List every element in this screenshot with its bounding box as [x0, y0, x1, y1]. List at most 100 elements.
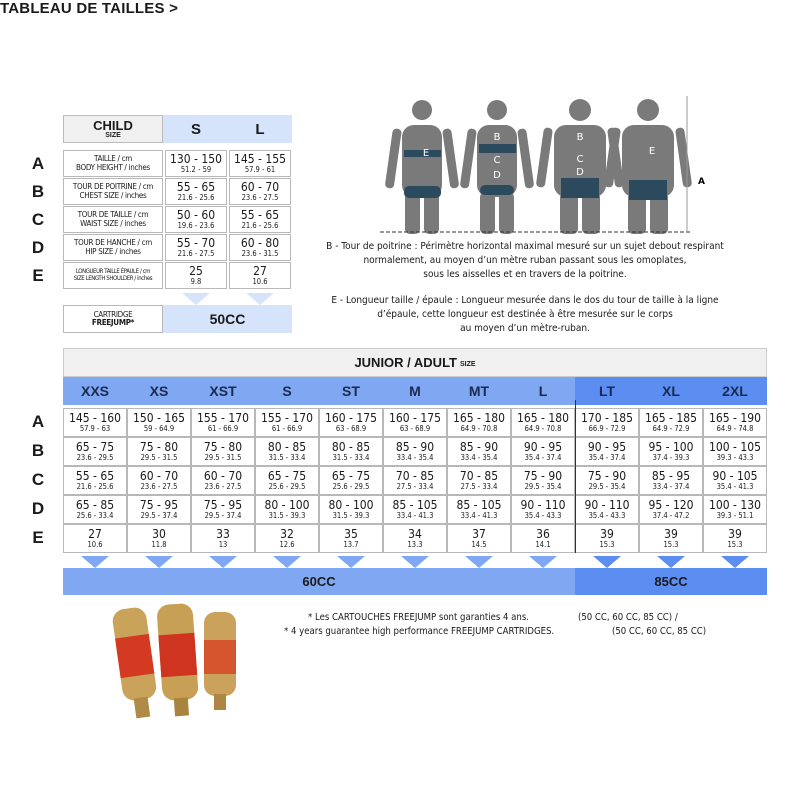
arrow-down-icon	[182, 293, 210, 305]
value-cm: 90 - 105	[712, 469, 758, 484]
chest-measurement-note: B - Tour de poitrine : Périmètre horizon…	[305, 240, 745, 282]
value-cm: 55 - 65	[240, 208, 280, 223]
value-cm: 75 - 80	[203, 440, 243, 455]
length-measurement-note: E - Longueur taille / épaule : Longueur …	[305, 294, 745, 336]
value-cell: 37 14.5	[447, 524, 511, 553]
adult-size-header: LT	[575, 377, 639, 405]
value-cm: 155 - 170	[197, 411, 249, 426]
value-inches: 15.3	[663, 539, 679, 549]
leg	[628, 192, 646, 234]
measure-label-fr: TAILLE / cm	[93, 154, 133, 164]
value-inches: 61 - 66.9	[207, 423, 239, 433]
value-inches: 37.4 - 39.3	[652, 452, 690, 462]
value-cm: 80 - 85	[331, 440, 371, 455]
cartridge-brand: FREEJUMP*	[91, 318, 135, 327]
value-cm: 150 - 165	[133, 411, 185, 426]
measure-letter: D	[493, 170, 501, 181]
value-cell: 95 - 100 37.4 - 39.3	[639, 437, 703, 466]
value-cell: 90 - 95 35.4 - 37.4	[511, 437, 575, 466]
arrow-down-icon	[401, 556, 429, 568]
value-cell: 85 - 105 33.4 - 41.3	[447, 495, 511, 524]
value-cm: 85 - 95	[651, 469, 691, 484]
value-cell: 36 14.1	[511, 524, 575, 553]
value-inches: 21.6 - 25.6	[241, 220, 279, 230]
value-cell: 65 - 75 25.6 - 29.5	[319, 466, 383, 495]
value-inches: 14.1	[535, 539, 551, 549]
value-inches: 64.9 - 70.8	[460, 423, 498, 433]
arm	[675, 127, 692, 188]
value-cell: 60 - 70 23.6 - 27.5	[191, 466, 255, 495]
value-inches: 23.6 - 27.5	[204, 481, 242, 491]
arrow-down-icon	[209, 556, 237, 568]
value-inches: 33.4 - 37.4	[652, 481, 690, 491]
value-inches: 13	[218, 539, 228, 549]
arrow-down-icon	[465, 556, 493, 568]
value-cm: 25	[189, 264, 203, 279]
adult-size-header: 2XL	[703, 377, 767, 405]
value-cm: 60 - 80	[240, 236, 280, 251]
value-cm: 160 - 175	[325, 411, 377, 426]
value-cell: 39 15.3	[639, 524, 703, 553]
measure-label-en: CHEST SIZE / inches	[79, 190, 147, 200]
group-divider	[575, 400, 576, 553]
adult-size-header: XXS	[63, 377, 127, 405]
arrow-down-icon	[337, 556, 365, 568]
value-inches: 27.5 - 33.4	[396, 481, 434, 491]
row-letter: D	[31, 238, 45, 257]
value-cell: 85 - 90 33.4 - 35.4	[447, 437, 511, 466]
value-inches: 59 - 64.9	[143, 423, 175, 433]
adult-size-header: XST	[191, 377, 255, 405]
row-letter: B	[31, 441, 45, 460]
value-cm: 70 - 85	[395, 469, 435, 484]
value-inches: 29.5 - 35.4	[524, 481, 562, 491]
value-cell: 70 - 85 27.5 - 33.4	[383, 466, 447, 495]
measure-label-cell: TOUR DE HANCHE / cm HIP SIZE / inches	[63, 234, 163, 261]
value-cell: 60 - 70 23.6 - 27.5	[127, 466, 191, 495]
value-cm: 60 - 70	[240, 180, 280, 195]
child-size-header: L	[255, 120, 265, 138]
value-cm: 75 - 80	[139, 440, 179, 455]
value-cell: 75 - 95 29.5 - 37.4	[127, 495, 191, 524]
measure-letter: E	[649, 146, 655, 157]
value-cell: 39 15.3	[575, 524, 639, 553]
row-letter: B	[31, 182, 45, 201]
value-inches: 35.4 - 43.3	[524, 510, 562, 520]
value-cell: 39 15.3	[703, 524, 767, 553]
value-cell: 160 - 175 63 - 68.9	[319, 408, 383, 437]
measure-letter: C	[577, 154, 584, 165]
value-cell: 165 - 185 64.9 - 72.9	[639, 408, 703, 437]
value-inches: 51.2 - 59	[180, 164, 212, 174]
value-cm: 165 - 190	[709, 411, 761, 426]
value-inches: 57.9 - 63	[79, 423, 111, 433]
value-cell: 155 - 170 61 - 66.9	[255, 408, 319, 437]
swim-bottom	[404, 186, 441, 198]
value-inches: 27.5 - 33.4	[460, 481, 498, 491]
value-cell: 90 - 95 35.4 - 37.4	[575, 437, 639, 466]
value-inches: 35.4 - 37.4	[524, 452, 562, 462]
head	[412, 100, 432, 120]
value-inches: 35.4 - 43.3	[588, 510, 626, 520]
value-inches: 35.4 - 41.3	[716, 481, 754, 491]
value-cell: 55 - 65 21.6 - 25.6	[165, 178, 227, 205]
value-cm: 65 - 75	[331, 469, 371, 484]
measure-label-fr: TOUR DE HANCHE / cm	[74, 238, 152, 248]
value-cell: 80 - 85 31.5 - 33.4	[319, 437, 383, 466]
value-cell: 34 13.3	[383, 524, 447, 553]
value-cell: 80 - 85 31.5 - 33.4	[255, 437, 319, 466]
value-cm: 55 - 65	[75, 469, 115, 484]
swim-bottom	[480, 185, 514, 195]
value-cell: 85 - 105 33.4 - 41.3	[383, 495, 447, 524]
value-inches: 15.3	[727, 539, 743, 549]
swim-top	[479, 144, 516, 153]
child-size-header-bg	[163, 115, 292, 143]
value-cell: 80 - 100 31.5 - 39.3	[255, 495, 319, 524]
note-line: au moyen d’un mètre-ruban.	[460, 323, 590, 334]
cartridge-label: CARTRIDGE	[93, 309, 133, 319]
arm	[604, 127, 621, 188]
value-inches: 64.9 - 70.8	[524, 423, 562, 433]
value-cell: 33 13	[191, 524, 255, 553]
value-inches: 14.5	[471, 539, 487, 549]
value-cell: 27 10.6	[63, 524, 127, 553]
adult-size-header: L	[511, 377, 575, 405]
adult-size-header: ST	[319, 377, 383, 405]
